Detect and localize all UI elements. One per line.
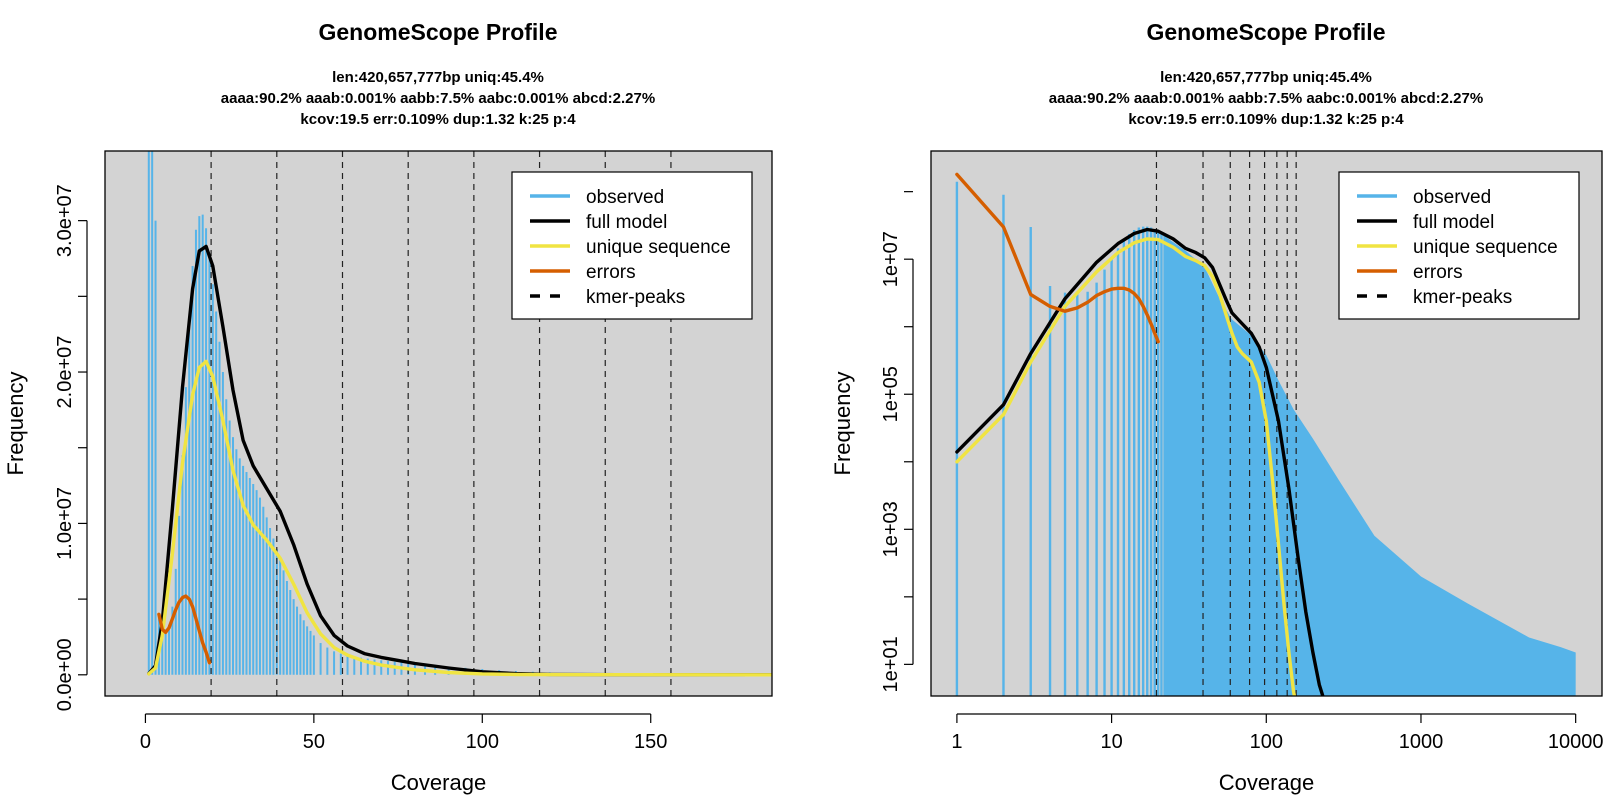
- chart-subtitle-line: kcov:19.5 err:0.109% dup:1.32 k:25 p:4: [300, 111, 576, 128]
- chart-subtitle-line: len:420,657,777bp uniq:45.4%: [332, 69, 544, 86]
- legend-label: unique sequence: [1413, 237, 1558, 258]
- x-tick-label: 10: [1100, 731, 1122, 753]
- x-tick-label: 50: [303, 731, 325, 753]
- x-tick-label: 0: [140, 731, 151, 753]
- y-tick-label: 2.0e+07: [54, 336, 76, 409]
- x-tick-label: 100: [466, 731, 499, 753]
- chart-subtitle-line: aaaa:90.2% aaab:0.001% aabb:7.5% aabc:0.…: [221, 90, 655, 107]
- y-tick-label: 1.0e+07: [54, 487, 76, 560]
- legend-label: errors: [1413, 262, 1463, 283]
- legend-label: full model: [1413, 212, 1494, 233]
- panel-right: 1 10 100 1000 10000Coverage1e+011e+031e+051e…: [830, 19, 1603, 795]
- observed-area: [1164, 236, 1576, 696]
- x-tick-label: 1000: [1399, 731, 1444, 753]
- x-axis-label: Coverage: [391, 770, 486, 795]
- y-axis-label: Frequency: [830, 372, 855, 476]
- y-tick-label: 1e+05: [880, 366, 902, 422]
- legend-label: observed: [1413, 187, 1491, 208]
- unique-sequence-curve: [147, 359, 772, 677]
- legend-label: errors: [586, 262, 636, 283]
- errors-curve: [157, 594, 212, 665]
- kmer-peaks: [1155, 151, 1297, 696]
- y-tick-label: 0.0e+00: [54, 638, 76, 711]
- plot-area: [147, 151, 772, 696]
- chart-subtitle-line: kcov:19.5 err:0.109% dup:1.32 k:25 p:4: [1128, 111, 1404, 128]
- legend-label: kmer-peaks: [1413, 287, 1512, 308]
- x-axis: 0 50 100 150: [140, 713, 667, 753]
- chart-title: GenomeScope Profile: [318, 19, 557, 45]
- y-tick-label: 1e+01: [880, 636, 902, 692]
- x-tick-label: 150: [634, 731, 667, 753]
- y-tick-label: 1e+07: [880, 231, 902, 287]
- chart-subtitle-line: len:420,657,777bp uniq:45.4%: [1160, 69, 1372, 86]
- x-tick-label: 100: [1250, 731, 1283, 753]
- chart-subtitle-line: aaaa:90.2% aaab:0.001% aabb:7.5% aabc:0.…: [1049, 90, 1483, 107]
- legend-label: unique sequence: [586, 237, 731, 258]
- y-tick-label: 1e+03: [880, 501, 902, 557]
- plot-area: [955, 151, 1576, 696]
- legend-label: kmer-peaks: [586, 287, 685, 308]
- y-axis-label: Frequency: [3, 372, 28, 476]
- legend: observed full model unique sequence errors k…: [511, 171, 753, 320]
- chart-title: GenomeScope Profile: [1146, 19, 1385, 45]
- plot-frame: [104, 150, 773, 697]
- x-tick-label: 10000: [1548, 731, 1604, 753]
- y-axis: 0.0e+00 1.0e+07 2.0e+07 3.0e+07: [54, 184, 88, 711]
- legend-label: observed: [586, 187, 664, 208]
- y-axis: 1e+01 1e+03 1e+05 1e+07: [880, 191, 914, 692]
- x-axis: 1 10 100 1000 10000: [951, 713, 1604, 753]
- unique-sequence-curve: [955, 237, 1297, 696]
- errors-curve: [955, 172, 1160, 344]
- x-tick-label: 1: [951, 731, 962, 753]
- legend: observed full model unique sequence errors k…: [1338, 171, 1580, 320]
- x-axis-label: Coverage: [1219, 770, 1314, 795]
- y-tick-label: 3.0e+07: [54, 184, 76, 257]
- full-model-curve: [147, 244, 772, 677]
- legend-label: full model: [586, 212, 667, 233]
- observed-series: [955, 181, 1576, 696]
- panel-left: 0 50 100 150 Coverage 0.0e+00 1.0e+07 2.0e+07 3.…: [3, 19, 773, 795]
- plot-frame: [930, 150, 1603, 697]
- full-model-curve: [955, 227, 1325, 696]
